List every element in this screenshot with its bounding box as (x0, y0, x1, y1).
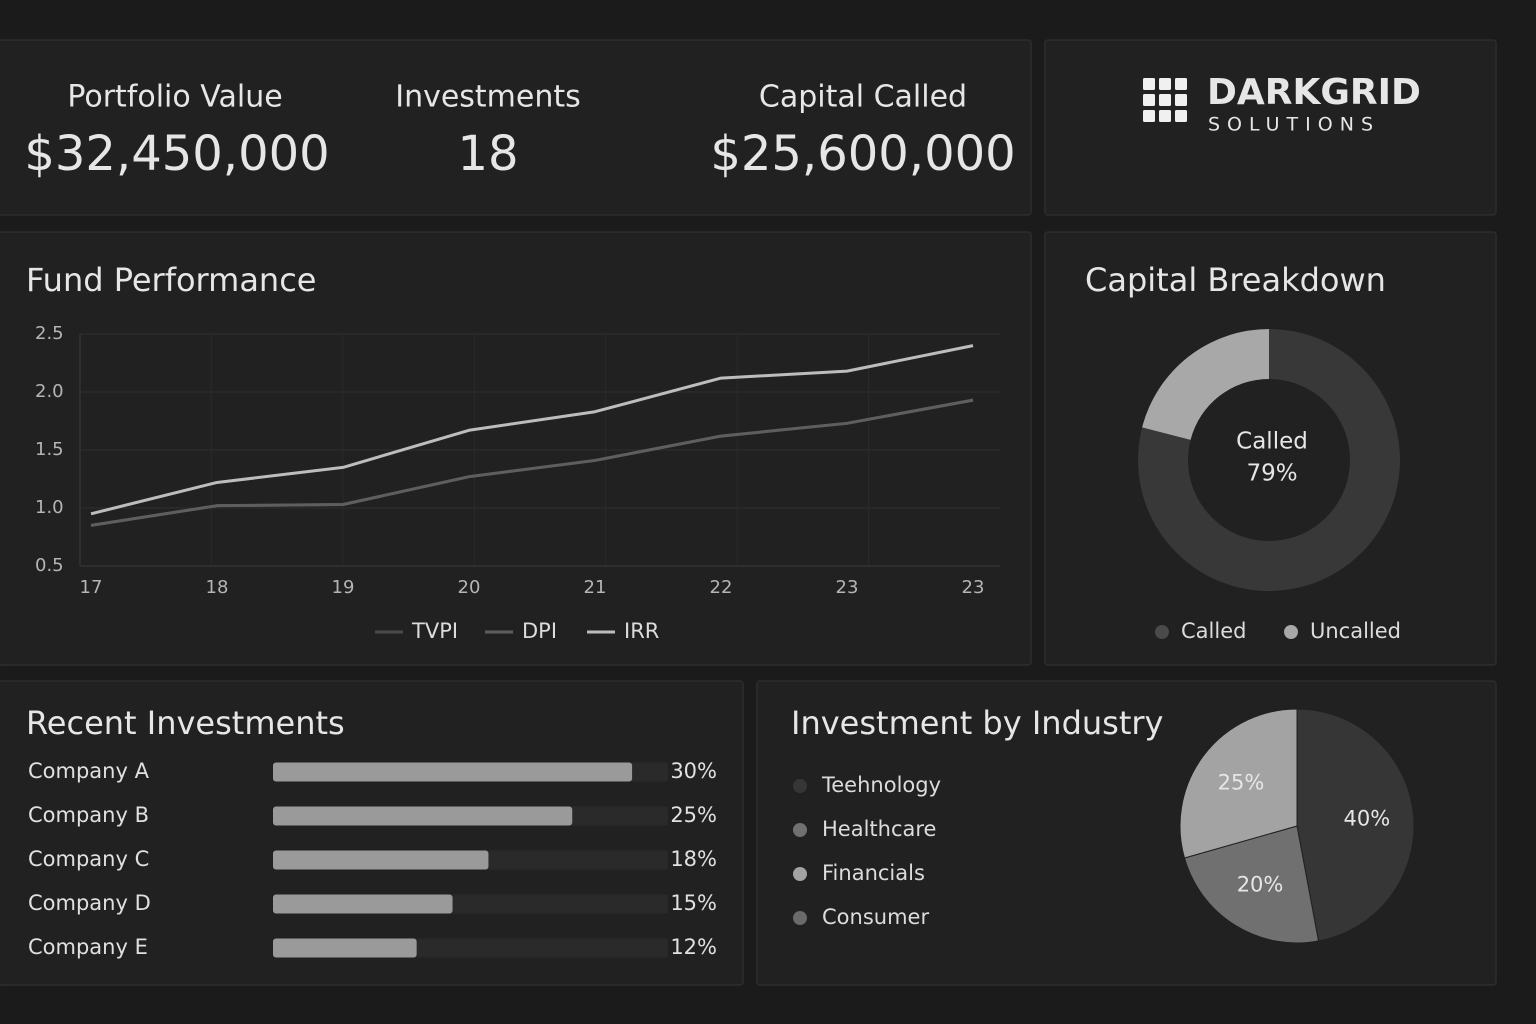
kpi-value: $25,600,000 (710, 126, 1015, 182)
legend-dot (793, 779, 807, 793)
x-tick-label: 21 (584, 577, 607, 598)
category-label: Company B (28, 803, 149, 827)
donut-panel (1044, 231, 1497, 666)
legend-label: Healthcare (822, 817, 936, 841)
legend-label: Consumer (822, 905, 929, 929)
legend-label: Financials (822, 861, 925, 885)
donut-center-value: 79% (1246, 461, 1297, 487)
brand-logo (1143, 78, 1187, 122)
kpi-value: 18 (457, 126, 518, 182)
category-label: Company D (28, 891, 151, 915)
category-label: Company A (28, 759, 150, 783)
bar (273, 806, 573, 826)
donut-center-label: Called (1236, 429, 1308, 455)
kpi-label: Investments (395, 80, 581, 115)
legend-dot (793, 911, 807, 925)
x-tick-label: 18 (206, 577, 229, 598)
pie-value-label: 20% (1237, 873, 1284, 897)
x-tick-label: 23 (836, 577, 859, 598)
legend-label: Teehnology (821, 773, 941, 797)
y-tick-label: 2.0 (35, 381, 64, 402)
brand-tagline: SOLUTIONS (1208, 114, 1380, 136)
y-tick-label: 1.5 (35, 439, 64, 460)
y-tick-label: 0.5 (35, 555, 64, 576)
kpi-label: Portfolio Value (67, 80, 282, 115)
x-tick-label: 23 (962, 577, 985, 598)
pie-slice (1296, 708, 1415, 942)
category-label: Company E (28, 935, 148, 959)
kpi-label: Capital Called (759, 80, 967, 115)
brand-panel (1044, 39, 1497, 216)
bar (273, 762, 633, 782)
kpi-panel (0, 39, 1032, 216)
legend-label: Called (1181, 619, 1246, 643)
x-tick-label: 20 (458, 577, 481, 598)
value-label: 15% (670, 891, 717, 915)
series-line (90, 398, 974, 527)
donut-segment (1142, 329, 1269, 440)
brand-name: DARKGRID (1207, 72, 1421, 113)
panel-title: Fund Performance (26, 261, 316, 299)
line-panel (0, 231, 1032, 666)
legend-label: Uncalled (1310, 619, 1401, 643)
legend-dot (1284, 625, 1298, 639)
y-tick-label: 2.5 (35, 323, 64, 344)
legend-dot (793, 867, 807, 881)
pie-value-label: 25% (1218, 771, 1265, 795)
legend-label: DPI (522, 619, 557, 643)
panel-title: Capital Breakdown (1085, 261, 1386, 299)
legend-dot (793, 823, 807, 837)
bar (273, 894, 453, 914)
x-tick-label: 17 (80, 577, 103, 598)
donut-segment (1138, 329, 1401, 591)
legend-label: IRR (624, 619, 659, 643)
bar (273, 938, 417, 958)
legend-label: TVPI (411, 619, 458, 643)
value-label: 30% (670, 759, 717, 783)
y-tick-label: 1.0 (35, 497, 64, 518)
panel-title: Investment by Industry (791, 704, 1163, 742)
value-label: 12% (670, 935, 717, 959)
x-tick-label: 19 (332, 577, 355, 598)
pie-slice (1183, 825, 1320, 944)
value-label: 18% (670, 847, 717, 871)
series-line (90, 344, 974, 516)
kpi-value: $32,450,000 (24, 126, 329, 182)
pie-slice (1179, 708, 1298, 859)
panel-title: Recent Investments (26, 704, 345, 742)
value-label: 25% (670, 803, 717, 827)
x-tick-label: 22 (710, 577, 733, 598)
category-label: Company C (28, 847, 149, 871)
legend-dot (1155, 625, 1169, 639)
bar (273, 850, 489, 870)
pie-value-label: 40% (1344, 807, 1391, 831)
